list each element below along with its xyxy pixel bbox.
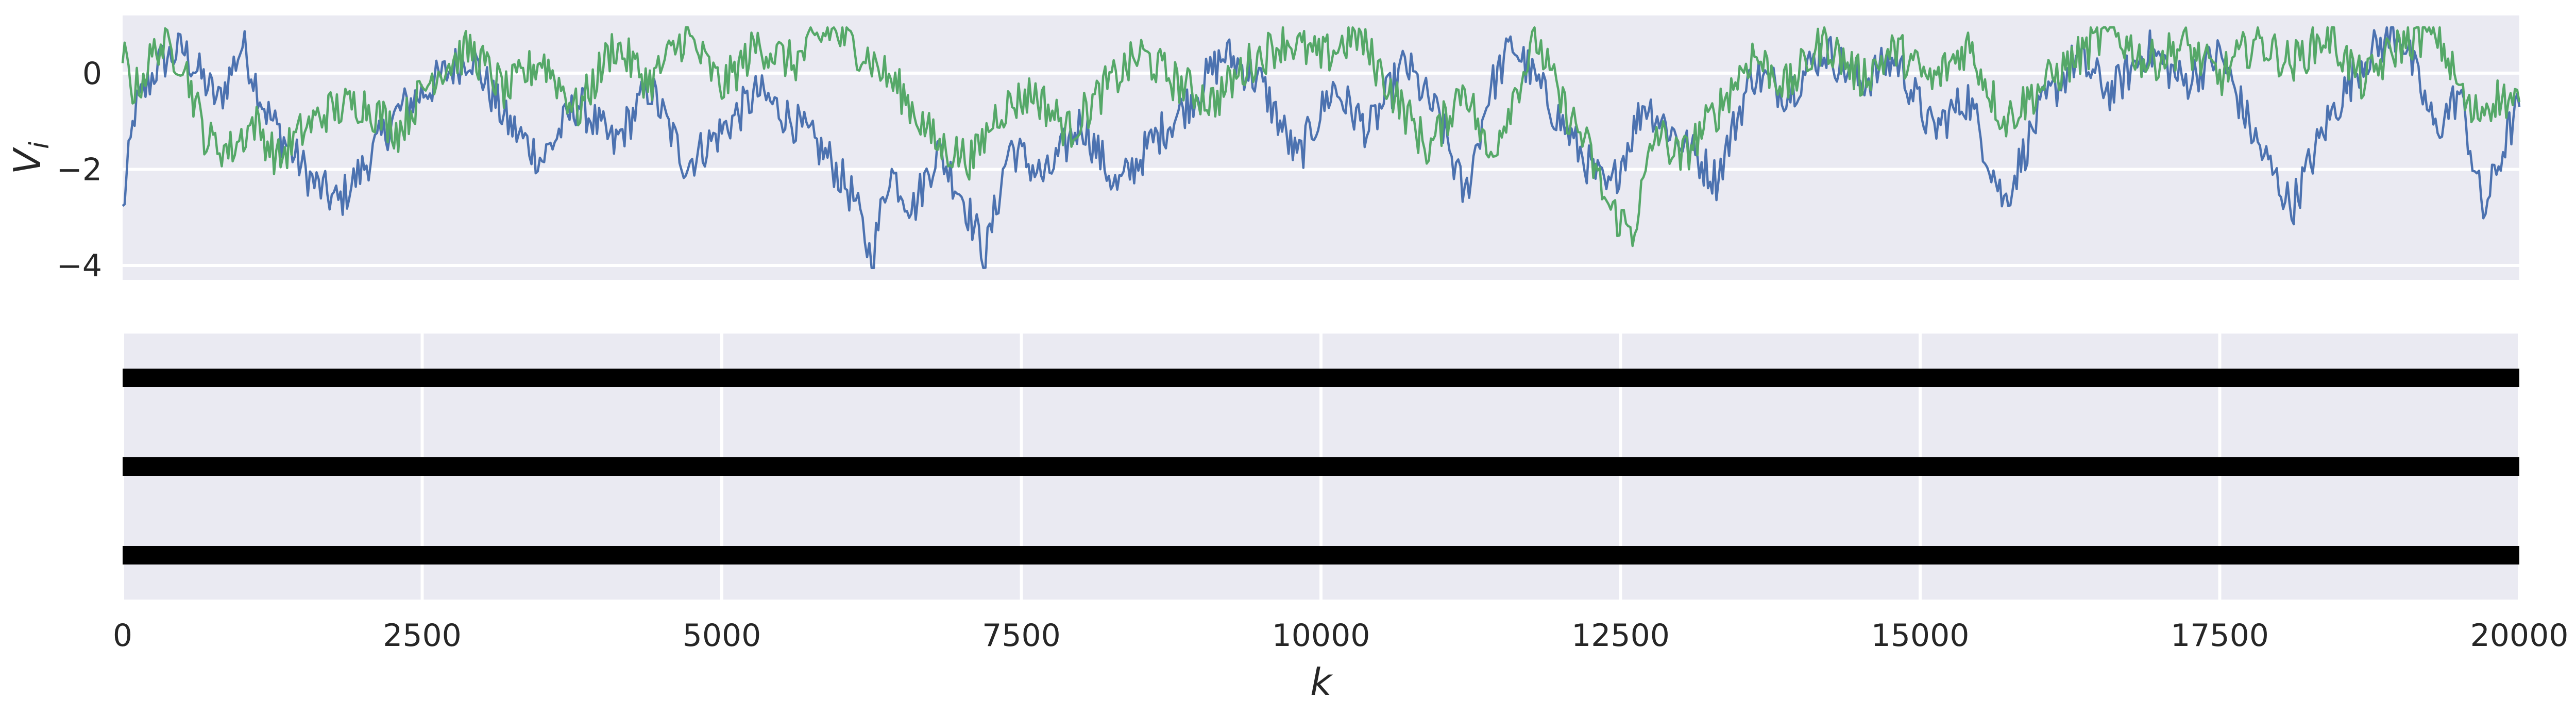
x-tick-label: 17500 xyxy=(2171,618,2269,654)
y-axis-label: Vi xyxy=(6,141,55,174)
x-tick-label: 7500 xyxy=(982,618,1061,654)
y-tick-label: 0 xyxy=(82,56,102,92)
x-axis-label: k xyxy=(1310,660,1333,704)
y-axis-label-main: V xyxy=(6,146,49,174)
top-panel: 0 −2 −4 Vi xyxy=(6,15,2521,284)
x-tick-label: 2500 xyxy=(383,618,462,654)
x-tick-label: 0 xyxy=(113,618,132,654)
x-tick-label: 12500 xyxy=(1571,618,1670,654)
y-tick-label: −2 xyxy=(57,152,102,188)
series-line-2 xyxy=(121,26,2521,247)
y-tick-label: −4 xyxy=(57,248,102,284)
bottom-panel: 0 2500 5000 7500 10000 12500 15000 17500 20000 k xyxy=(113,334,2569,704)
top-y-tick-labels: 0 −2 −4 xyxy=(57,56,102,284)
event-bar-row-1 xyxy=(123,369,2519,387)
y-axis-label-subscript: i xyxy=(24,141,55,149)
x-tick-label: 15000 xyxy=(1871,618,1970,654)
event-bars-group xyxy=(123,369,2519,564)
top-series-group xyxy=(121,26,2521,269)
x-tick-label: 20000 xyxy=(2470,618,2569,654)
x-tick-label: 10000 xyxy=(1272,618,1370,654)
event-bar-row-2 xyxy=(123,457,2519,476)
series-line-1 xyxy=(122,26,2521,269)
x-tick-labels: 0 2500 5000 7500 10000 12500 15000 17500 20000 xyxy=(113,618,2569,654)
x-tick-label: 5000 xyxy=(683,618,761,654)
event-bar-row-3 xyxy=(123,546,2519,564)
